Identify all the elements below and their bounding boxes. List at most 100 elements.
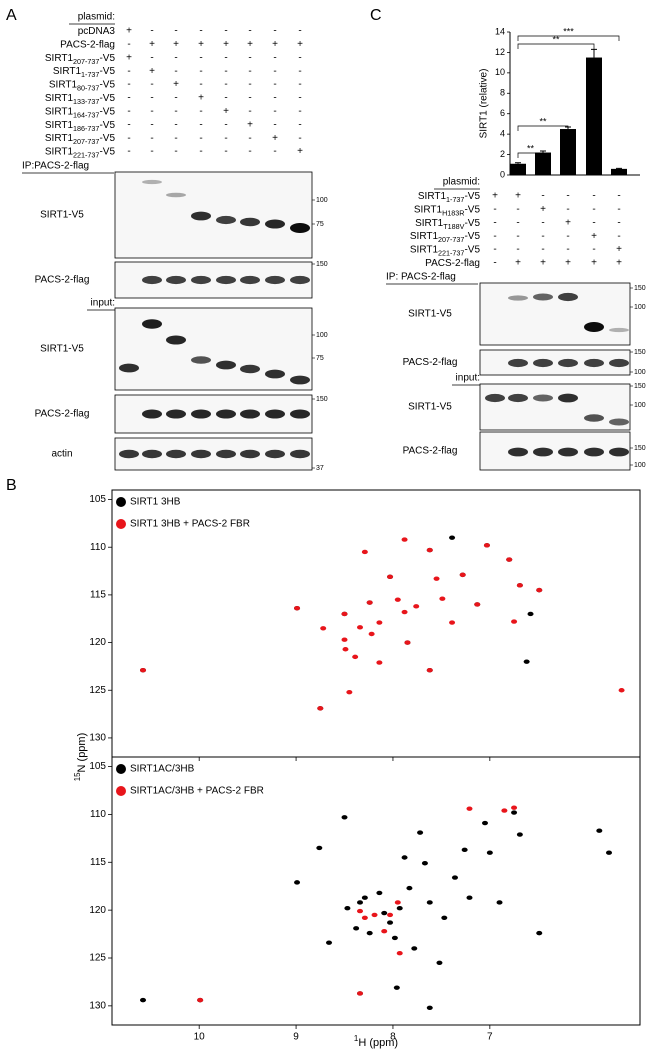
row-mark: - (199, 26, 202, 37)
band (485, 393, 505, 403)
y-tick-label: 2 (500, 149, 505, 159)
y-axis-label: SIRT1 (relative) (479, 69, 490, 139)
label-part: 221-737 (438, 249, 464, 258)
blot (479, 383, 631, 431)
band (142, 275, 162, 285)
peak (461, 847, 468, 853)
label-part: -V5 (99, 79, 115, 90)
row-mark: - (298, 106, 301, 117)
band (533, 447, 553, 457)
label-part: -V5 (99, 119, 115, 130)
row-mark: - (541, 191, 544, 202)
blot-label: PACS-2-flag (35, 275, 90, 286)
peak (401, 537, 408, 542)
y-tick-label: 6 (500, 108, 505, 118)
blot-label: actin (51, 449, 72, 460)
row-mark: - (273, 146, 276, 157)
plasmid-header: plasmid: (78, 12, 115, 23)
peak (140, 668, 147, 673)
y-tick-label: 110 (90, 809, 106, 820)
row-label: SIRT1186-737-V5 (45, 119, 116, 133)
row-mark: - (199, 79, 202, 90)
row-mark: - (224, 52, 227, 63)
row-label: PACS-2-flag (60, 39, 115, 50)
significance-label: ** (552, 34, 560, 44)
label-part: pcDNA3 (78, 26, 116, 37)
label-part: 207-737 (438, 236, 464, 245)
plasmid-header: plasmid: (443, 177, 480, 188)
label-part: PACS-2-flag (60, 39, 115, 50)
row-mark: - (224, 146, 227, 157)
blot (479, 282, 631, 346)
band (240, 449, 260, 459)
input-header: input: (456, 373, 480, 384)
label-part: SIRT1 (45, 146, 74, 157)
band (240, 409, 260, 419)
label-part: 207-737 (73, 138, 99, 147)
row-mark: - (150, 146, 153, 157)
row-mark: - (150, 26, 153, 37)
mw-marker: 100 (316, 332, 328, 339)
peak (527, 611, 534, 617)
row-mark: - (174, 119, 177, 130)
significance-bracket (517, 125, 569, 131)
peak (426, 668, 433, 673)
row-mark: - (199, 52, 202, 63)
peak (396, 951, 403, 956)
row-mark: - (273, 119, 276, 130)
blot (479, 349, 631, 376)
row-mark: + (272, 39, 278, 50)
peak (357, 908, 364, 914)
row-mark: - (592, 191, 595, 202)
row-mark: + (223, 39, 229, 50)
panel-label: A (6, 7, 17, 24)
mw-marker: 150 (316, 396, 328, 403)
row-mark: - (516, 231, 519, 242)
row-mark: - (199, 119, 202, 130)
bar (586, 57, 602, 175)
peak (413, 604, 420, 609)
mw-marker: 100 (634, 369, 646, 376)
band (558, 447, 578, 457)
peak (411, 946, 418, 951)
row-mark: + (297, 39, 303, 50)
peak (404, 640, 411, 645)
band (240, 217, 260, 227)
band (290, 449, 310, 459)
band (216, 409, 236, 419)
row-mark: + (297, 146, 303, 157)
label-part: -V5 (99, 146, 115, 157)
row-mark: - (566, 244, 569, 255)
peak (387, 574, 394, 579)
peak (294, 880, 301, 885)
row-mark: - (150, 93, 153, 104)
blot-label: PACS-2-flag (403, 446, 458, 457)
row-mark: - (617, 231, 620, 242)
row-mark: - (248, 26, 251, 37)
row-mark: - (493, 217, 496, 228)
blot-label: PACS-2-flag (403, 357, 458, 368)
label-part: 221-737 (73, 151, 99, 160)
panel-label: B (6, 477, 17, 494)
row-label: SIRT1133-737-V5 (45, 93, 116, 107)
peak (381, 929, 388, 934)
peak (341, 637, 348, 642)
peak (486, 850, 493, 855)
row-mark: + (565, 217, 571, 228)
row-mark: + (272, 133, 278, 144)
peak (511, 805, 518, 810)
mw-marker: 75 (316, 221, 324, 228)
row-mark: - (174, 133, 177, 144)
y-tick-label: 105 (89, 494, 106, 505)
band (166, 449, 186, 459)
row-mark: - (541, 217, 544, 228)
row-mark: - (224, 26, 227, 37)
row-mark: - (224, 66, 227, 77)
peak (376, 620, 383, 625)
peak (341, 815, 348, 820)
row-mark: + (173, 39, 179, 50)
row-mark: - (248, 146, 251, 157)
band (609, 447, 629, 457)
legend-marker (116, 519, 126, 529)
row-mark: - (174, 66, 177, 77)
